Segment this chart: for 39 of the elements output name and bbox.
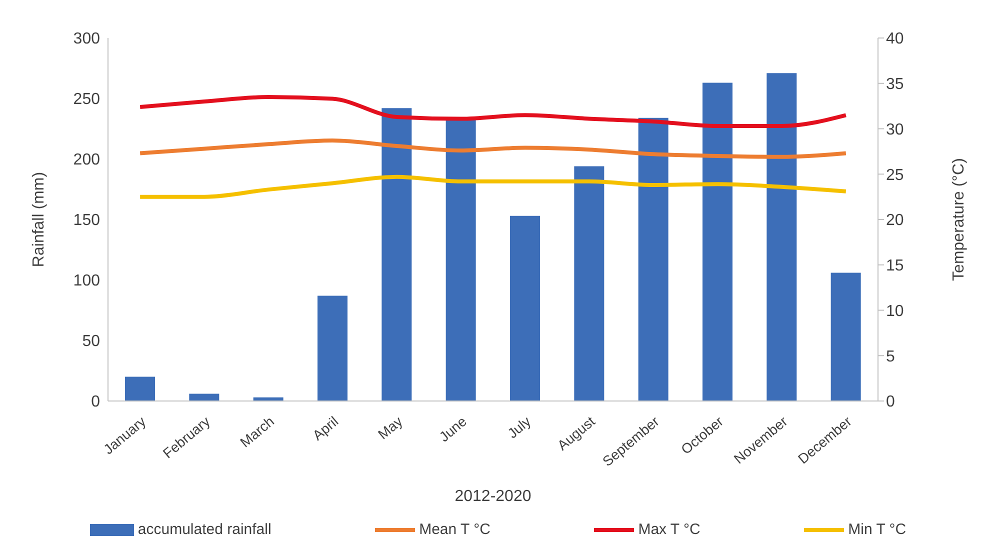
bar: [702, 82, 732, 401]
y2-tick-label: 40: [886, 30, 904, 48]
y2-tick-label: 30: [886, 121, 904, 138]
y2-tick-label: 20: [886, 212, 904, 230]
bar: [189, 394, 220, 401]
y-tick-label: 250: [73, 91, 100, 108]
legend-label: Max T °C: [637, 521, 700, 538]
y-axis-title: Rainfall (mm): [30, 172, 48, 268]
y2-tick-label: 25: [886, 166, 904, 184]
y2-axis-title: Temperature (°C): [950, 158, 968, 281]
y2-tick-label: 5: [886, 348, 895, 366]
bar: [125, 376, 155, 401]
line-series: [138, 94, 848, 128]
y2-tick-label: 10: [886, 302, 904, 320]
y2-tick-label: 35: [886, 76, 904, 94]
line-series: [138, 138, 848, 159]
x-tick-label: June: [436, 412, 470, 445]
bar: [510, 216, 540, 401]
legend-label: accumulated rainfall: [136, 521, 272, 538]
y-tick-label: 50: [82, 333, 100, 350]
y2-tick-label: 15: [886, 258, 904, 275]
legend-label: Min T °C: [847, 521, 906, 538]
bar: [766, 73, 797, 401]
bar: [638, 118, 668, 401]
y-tick-label: 150: [73, 212, 100, 230]
bar: [574, 166, 604, 401]
x-tick-label: May: [374, 413, 406, 442]
bar: [382, 108, 412, 401]
y-tick-label: 0: [91, 394, 100, 411]
y-tick-label: 200: [73, 152, 100, 169]
y-tick-label: 100: [73, 272, 100, 290]
y-tick-label: 300: [73, 30, 100, 48]
bar: [830, 272, 861, 401]
x-axis-title: 2012-2020: [454, 488, 532, 505]
y2-tick-label: 0: [886, 394, 895, 411]
x-tick-label: July: [504, 413, 534, 442]
line-series: [138, 174, 848, 199]
bar: [318, 296, 348, 401]
legend-label: Mean T °C: [418, 521, 490, 538]
